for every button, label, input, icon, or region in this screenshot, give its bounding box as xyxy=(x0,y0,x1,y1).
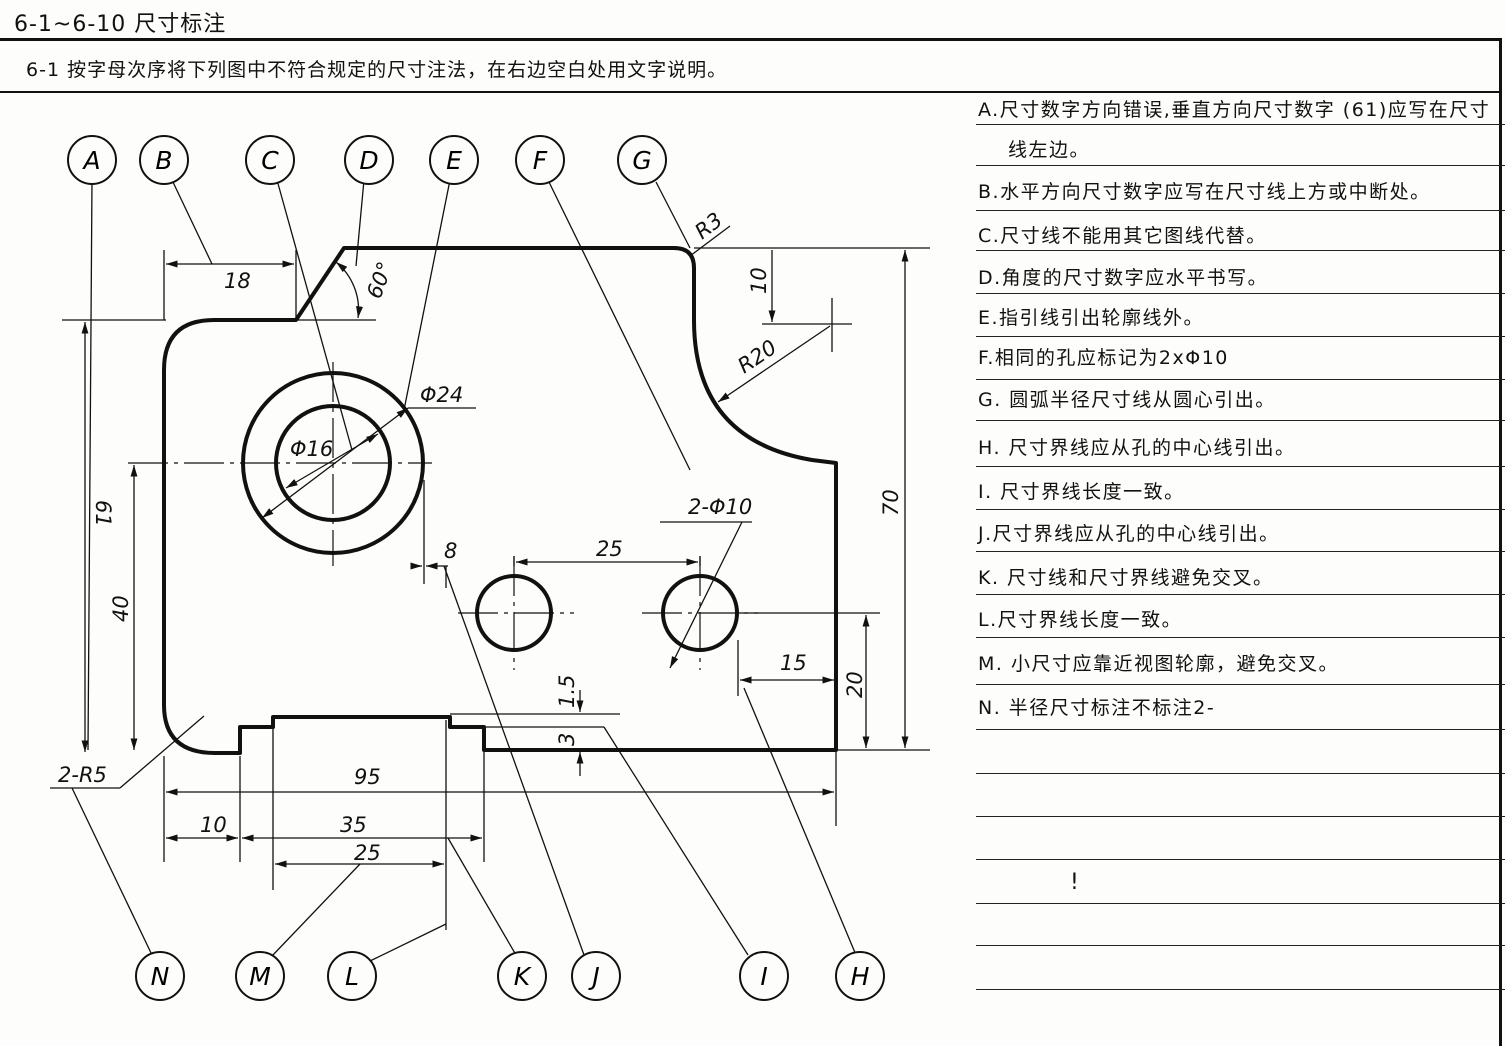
page-header: 6-1~6-10 尺寸标注 xyxy=(14,12,227,37)
callout-label: N xyxy=(151,962,170,991)
dim-phi16: Φ16 xyxy=(290,437,333,461)
callout-label: B xyxy=(155,146,172,175)
callout-a: A xyxy=(67,135,117,185)
callout-label: M xyxy=(249,962,271,991)
dim-35: 35 xyxy=(340,813,367,837)
answer-note: E.指引线引出轮廓线外。 xyxy=(978,307,1205,329)
callout-d: D xyxy=(344,135,394,185)
dim-20: 20 xyxy=(843,671,867,698)
dim-70: 70 xyxy=(879,489,903,516)
ruled-line xyxy=(976,466,1505,467)
callout-j: J xyxy=(571,951,621,1001)
callout-label: G xyxy=(632,146,651,175)
ruled-line xyxy=(976,859,1505,860)
dim-2-R5: 2-R5 xyxy=(58,763,107,787)
dim-3: 3 xyxy=(555,733,579,746)
callout-e: E xyxy=(429,135,479,185)
dim-61: 61 xyxy=(91,500,115,527)
ruled-line xyxy=(976,551,1505,552)
ruled-line xyxy=(976,903,1505,904)
ruled-line xyxy=(976,989,1505,990)
ruled-line xyxy=(976,336,1505,337)
callout-leaders xyxy=(71,179,857,963)
ruled-line xyxy=(976,684,1505,685)
dim-25-bottom: 25 xyxy=(354,841,381,865)
dim-8: 8 xyxy=(444,539,457,563)
ruled-line xyxy=(976,509,1505,510)
ruled-line xyxy=(976,816,1505,817)
answer-note: H. 尺寸界线应从孔的中心线引出。 xyxy=(978,437,1296,459)
ruled-line xyxy=(976,250,1505,251)
exercise-prompt: 6-1 按字母次序将下列图中不符合规定的尺寸注法，在右边空白处用文字说明。 xyxy=(0,41,1499,93)
answer-note: L.尺寸界线长度一致。 xyxy=(978,609,1183,631)
answer-note: B.水平方向尺寸数字应写在尺寸线上方或中断处。 xyxy=(978,181,1431,203)
callout-label: K xyxy=(514,962,533,991)
callout-k: K xyxy=(497,951,547,1001)
callout-label: I xyxy=(760,962,767,991)
dim-2-phi10: 2-Φ10 xyxy=(688,495,752,519)
answer-note: K. 尺寸线和尺寸界线避免交叉。 xyxy=(978,567,1274,589)
dim-25-top: 25 xyxy=(596,537,623,561)
callout-h: H xyxy=(835,951,885,1001)
answer-note: 线左边。 xyxy=(1008,139,1091,161)
ruled-line xyxy=(976,637,1505,638)
callout-label: A xyxy=(81,146,100,175)
part-outline xyxy=(162,246,838,755)
callout-l: L xyxy=(327,951,377,1001)
answer-note: I. 尺寸界线长度一致。 xyxy=(978,481,1185,503)
callout-c: C xyxy=(245,135,295,185)
answer-note: D.角度的尺寸数字应水平书写。 xyxy=(978,267,1269,289)
answer-note: J.尺寸界线应从孔的中心线引出。 xyxy=(978,523,1280,545)
answer-note: F.相同的孔应标记为2xΦ10 xyxy=(978,347,1229,369)
callout-n: N xyxy=(135,951,185,1001)
dim-40: 40 xyxy=(109,595,133,622)
callout-group: A B C D E F G H I J K L M N xyxy=(67,135,885,1001)
ruled-line xyxy=(976,729,1505,730)
callout-label: L xyxy=(345,962,359,991)
answer-note: A.尺寸数字方向错误,垂直方向尺寸数字 (61)应写在尺寸 xyxy=(978,99,1491,121)
callout-label: H xyxy=(851,962,870,991)
worksheet-frame xyxy=(0,38,1502,1046)
dim-R20: R20 xyxy=(733,335,781,378)
ruled-line xyxy=(976,945,1505,946)
dim-10-right: 10 xyxy=(747,267,771,294)
dimension-lines xyxy=(50,225,930,930)
prompt-text: 6-1 按字母次序将下列图中不符合规定的尺寸注法，在右边空白处用文字说明。 xyxy=(26,59,728,81)
technical-drawing: A B C D E F G H I J K L M N 18 60° R3 10 R20 Φ24 Φ16 … xyxy=(50,135,930,1001)
answer-note: G. 圆弧半径尺寸线从圆心引出。 xyxy=(978,389,1276,411)
answer-note: N. 半径尺寸标注不标注2- xyxy=(978,697,1216,719)
dim-R3: R3 xyxy=(690,208,727,244)
dim-95: 95 xyxy=(354,765,381,789)
dim-60deg: 60° xyxy=(362,259,397,302)
callout-label: E xyxy=(446,146,462,175)
callout-g: G xyxy=(617,135,667,185)
ruled-line xyxy=(976,210,1505,211)
ruled-line xyxy=(976,165,1505,166)
callout-m: M xyxy=(235,951,285,1001)
callout-i: I xyxy=(739,951,789,1001)
ruled-line xyxy=(976,773,1505,774)
callout-label: F xyxy=(533,146,548,175)
stray-mark: ! xyxy=(1070,870,1079,895)
dim-18: 18 xyxy=(224,269,251,293)
dim-1-5: 1.5 xyxy=(555,675,579,708)
callout-f: F xyxy=(515,135,565,185)
ruled-line xyxy=(976,379,1505,380)
callout-label: D xyxy=(359,146,378,175)
ruled-line xyxy=(976,293,1505,294)
answer-note: M. 小尺寸应靠近视图轮廓，避免交叉。 xyxy=(978,653,1339,675)
callout-label: C xyxy=(261,146,279,175)
ruled-line xyxy=(976,420,1505,421)
dim-10-bottom: 10 xyxy=(200,813,227,837)
answer-notes: A.尺寸数字方向错误,垂直方向尺寸数字 (61)应写在尺寸线左边。 B.水平方向尺… xyxy=(976,93,1505,1046)
ruled-line xyxy=(976,124,1505,125)
dim-15: 15 xyxy=(780,651,807,675)
ruled-line xyxy=(976,594,1505,595)
dimension-labels: 18 60° R3 10 R20 Φ24 Φ16 61 40 70 2-Φ10 … xyxy=(58,208,903,865)
callout-b: B xyxy=(139,135,189,185)
dim-phi24: Φ24 xyxy=(420,383,463,407)
answer-note: C.尺寸线不能用其它图线代替。 xyxy=(978,225,1267,247)
